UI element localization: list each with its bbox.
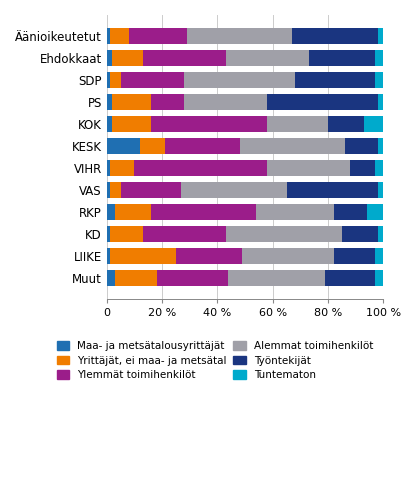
Bar xyxy=(375,270,384,286)
Bar xyxy=(156,270,228,286)
Bar xyxy=(107,226,109,242)
Bar xyxy=(107,50,112,66)
Bar xyxy=(334,248,375,264)
Bar xyxy=(151,94,184,110)
Bar xyxy=(295,72,375,88)
Bar xyxy=(342,226,378,242)
Bar xyxy=(134,160,267,176)
Bar xyxy=(107,248,109,264)
Bar xyxy=(267,116,328,132)
Bar xyxy=(242,248,334,264)
Bar xyxy=(375,72,384,88)
Bar xyxy=(345,138,378,154)
Bar xyxy=(107,72,109,88)
Bar xyxy=(378,28,384,44)
Bar xyxy=(115,204,151,220)
Bar xyxy=(187,28,292,44)
Bar xyxy=(107,270,115,286)
Bar xyxy=(378,182,384,198)
Bar xyxy=(109,226,143,242)
Bar xyxy=(267,160,350,176)
Bar xyxy=(184,94,267,110)
Bar xyxy=(267,94,378,110)
Bar xyxy=(309,50,375,66)
Bar xyxy=(184,72,295,88)
Bar xyxy=(165,138,240,154)
Bar xyxy=(375,248,384,264)
Bar xyxy=(375,50,384,66)
Bar xyxy=(325,270,375,286)
Bar xyxy=(226,50,309,66)
Bar xyxy=(115,270,156,286)
Bar xyxy=(181,182,287,198)
Bar xyxy=(112,94,151,110)
Bar xyxy=(107,116,112,132)
Legend: Maa- ja metsätalousyrittäjät, Yrittäjät, ei maa- ja metsätal, Ylemmät toimihenki: Maa- ja metsätalousyrittäjät, Yrittäjät,… xyxy=(57,341,374,380)
Bar xyxy=(364,116,384,132)
Bar xyxy=(240,138,345,154)
Bar xyxy=(109,72,121,88)
Bar xyxy=(109,248,176,264)
Bar xyxy=(292,28,378,44)
Bar xyxy=(112,116,151,132)
Bar xyxy=(328,116,364,132)
Bar xyxy=(121,72,184,88)
Bar xyxy=(378,138,384,154)
Bar xyxy=(151,204,256,220)
Bar xyxy=(176,248,242,264)
Bar xyxy=(287,182,378,198)
Bar xyxy=(109,28,129,44)
Bar xyxy=(143,50,226,66)
Bar xyxy=(350,160,375,176)
Bar xyxy=(378,226,384,242)
Bar xyxy=(112,50,143,66)
Bar xyxy=(228,270,325,286)
Bar xyxy=(107,138,140,154)
Bar xyxy=(121,182,181,198)
Bar xyxy=(375,160,384,176)
Bar xyxy=(107,204,115,220)
Bar xyxy=(151,116,267,132)
Bar xyxy=(367,204,384,220)
Bar xyxy=(378,94,384,110)
Bar xyxy=(107,94,112,110)
Bar xyxy=(107,182,109,198)
Bar xyxy=(107,28,109,44)
Bar xyxy=(109,182,121,198)
Bar xyxy=(143,226,226,242)
Bar xyxy=(226,226,342,242)
Bar xyxy=(140,138,165,154)
Bar xyxy=(107,160,109,176)
Bar xyxy=(129,28,187,44)
Bar xyxy=(334,204,367,220)
Bar xyxy=(109,160,134,176)
Bar xyxy=(256,204,334,220)
